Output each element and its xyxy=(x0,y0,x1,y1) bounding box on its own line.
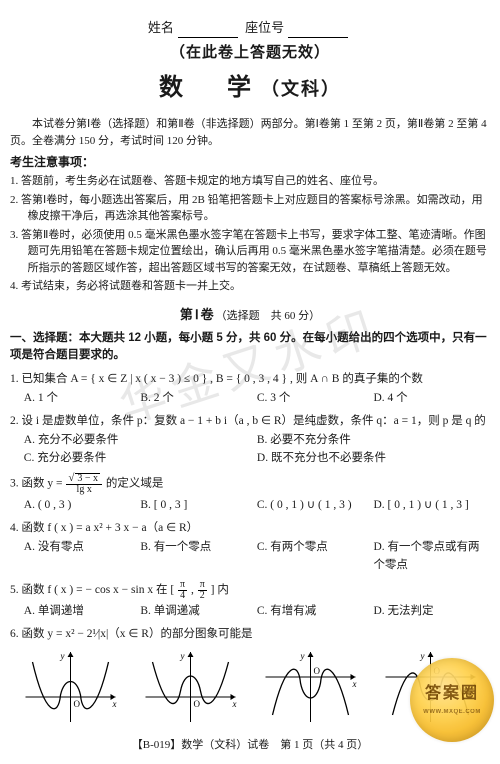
q5-frac-left: π4 xyxy=(178,580,187,601)
seat-label: 座位号 xyxy=(245,20,284,35)
q4-opt-d: D. 有一个零点或有两个零点 xyxy=(373,539,490,574)
exam-intro: 本试卷分第Ⅰ卷（选择题）和第Ⅱ卷（非选择题）两部分。第Ⅰ卷第 1 至第 2 页，… xyxy=(10,116,490,149)
name-blank xyxy=(178,23,238,38)
q4-options: A. 没有零点 B. 有一个零点 C. 有两个零点 D. 有一个零点或有两个零点 xyxy=(10,539,490,574)
q5-stem-prefix: 5. 函数 f ( x ) = − cos x − sin x 在 xyxy=(10,584,170,596)
notice-list: 1. 答题前，考生务必在试题卷、答题卡规定的地方填写自己的姓名、座位号。 2. … xyxy=(10,173,490,295)
q4-opt-a: A. 没有零点 xyxy=(24,539,141,574)
svg-text:O: O xyxy=(73,699,80,709)
q2-stem: 2. 设 i 是虚数单位，条件 p：复数 a − 1 + b i（a , b ∈… xyxy=(10,415,486,427)
q2-opt-d: D. 既不充分也不必要条件 xyxy=(257,450,490,467)
q4-stem: 4. 函数 f ( x ) = a x² + 3 x − a（a ∈ R） xyxy=(10,522,198,534)
notice-item: 1. 答题前，考生务必在试题卷、答题卡规定的地方填写自己的姓名、座位号。 xyxy=(28,173,490,190)
svg-text:O: O xyxy=(313,666,320,676)
title-sub: （文科） xyxy=(261,79,341,99)
q5-left-den: 4 xyxy=(178,591,187,601)
section-1-title: 第Ⅰ卷（选择题 共 60 分） xyxy=(10,305,490,325)
q4-opt-b: B. 有一个零点 xyxy=(140,539,257,574)
q5-opt-b: B. 单调递减 xyxy=(140,603,257,620)
section-1-label: 第Ⅰ卷 xyxy=(180,307,216,322)
part-a-description: 一、选择题：本大题共 12 小题，每小题 5 分，共 60 分。在每小题给出的四… xyxy=(10,330,490,365)
q2-opt-a: A. 充分不必要条件 xyxy=(24,432,257,449)
q2-opt-c: C. 充分必要条件 xyxy=(24,450,257,467)
q5-frac-right: π2 xyxy=(198,580,207,601)
q5-opt-a: A. 单调递增 xyxy=(24,603,141,620)
q3-stem-suffix: 的定义域是 xyxy=(106,477,164,489)
svg-text:y: y xyxy=(179,651,184,661)
notice-title: 考生注意事项： xyxy=(10,153,490,171)
question-1: 1. 已知集合 A = { x ∈ Z | x ( x − 3 ) ≤ 0 } … xyxy=(10,371,490,408)
q1-stem: 1. 已知集合 A = { x ∈ Z | x ( x − 3 ) ≤ 0 } … xyxy=(10,373,423,385)
q1-opt-a: A. 1 个 xyxy=(24,390,141,407)
paper-title: 数 学（文科） xyxy=(10,70,490,106)
q1-options: A. 1 个 B. 2 个 C. 3 个 D. 4 个 xyxy=(10,390,490,407)
svg-text:x: x xyxy=(231,699,236,709)
stamp-url: WWW.MXQE.COM xyxy=(423,708,481,717)
seat-blank xyxy=(288,23,348,38)
page-root: 华金又水印 姓名 座位号 （在此卷上答题无效） 数 学（文科） 本试卷分第Ⅰ卷（… xyxy=(0,0,500,764)
graph-option-b: O x y xyxy=(138,647,243,727)
q5-stem-suffix: 内 xyxy=(217,584,229,596)
name-label: 姓名 xyxy=(148,20,174,35)
graph-option-a: O x y xyxy=(18,647,123,727)
q3-opt-c: C. ( 0 , 1 ) ∪ ( 1 , 3 ) xyxy=(257,497,374,514)
q5-opt-d: D. 无法判定 xyxy=(373,603,490,620)
q3-opt-b: B. [ 0 , 3 ] xyxy=(140,497,257,514)
stamp-text: 答案圈 xyxy=(425,682,479,706)
q1-opt-c: C. 3 个 xyxy=(257,390,374,407)
q6-stem: 6. 函数 y = x² − 2¹⁄|x|（x ∈ R）的部分图象可能是 xyxy=(10,628,252,640)
sqrt-icon: 3 − x xyxy=(68,473,100,484)
q2-opt-b: B. 必要不充分条件 xyxy=(257,432,490,449)
q3-fraction: 3 − x lg x xyxy=(66,473,102,495)
notice-item: 3. 答第Ⅱ卷时，必须使用 0.5 毫米黑色墨水签字笔在答题卡上书写，要求字体工… xyxy=(28,227,490,277)
section-1-note: （选择题 共 60 分） xyxy=(216,310,321,322)
invalid-notice: （在此卷上答题无效） xyxy=(10,42,490,65)
q3-stem-prefix: 3. 函数 y = xyxy=(10,477,65,489)
q1-opt-d: D. 4 个 xyxy=(373,390,490,407)
notice-item: 2. 答第Ⅰ卷时，每小题选出答案后，用 2B 铅笔把答题卡上对应题目的答案标号涂… xyxy=(28,192,490,225)
q3-opt-d: D. [ 0 , 1 ) ∪ ( 1 , 3 ] xyxy=(373,497,490,514)
q5-right-den: 2 xyxy=(198,591,207,601)
svg-text:y: y xyxy=(419,651,424,661)
svg-text:y: y xyxy=(299,651,304,661)
q1-opt-b: B. 2 个 xyxy=(140,390,257,407)
svg-text:x: x xyxy=(351,679,356,689)
q4-opt-c: C. 有两个零点 xyxy=(257,539,374,574)
q2-options: A. 充分不必要条件 B. 必要不充分条件 C. 充分必要条件 D. 既不充分也… xyxy=(10,432,490,467)
notice-item: 4. 考试结束，务必将试题卷和答题卡一并上交。 xyxy=(28,278,490,295)
q3-opt-a: A. ( 0 , 3 ) xyxy=(24,497,141,514)
svg-text:y: y xyxy=(59,651,64,661)
graph-option-c: O x y xyxy=(258,647,363,727)
q3-numerator: 3 − x xyxy=(75,473,100,484)
header-fill-line: 姓名 座位号 xyxy=(10,18,490,38)
q5-options: A. 单调递增 B. 单调递减 C. 有增有减 D. 无法判定 xyxy=(10,603,490,620)
svg-text:O: O xyxy=(193,699,200,709)
q5-opt-c: C. 有增有减 xyxy=(257,603,374,620)
page-footer: 【B-019】数学（文科）试卷 第 1 页（共 4 页） xyxy=(10,737,490,754)
q3-denominator: lg x xyxy=(66,485,102,495)
svg-text:x: x xyxy=(111,699,116,709)
title-main: 数 学 xyxy=(159,74,261,101)
question-5: 5. 函数 f ( x ) = − cos x − sin x 在 [ π4 ,… xyxy=(10,580,490,620)
question-3: 3. 函数 y = 3 − x lg x 的定义域是 A. ( 0 , 3 ) … xyxy=(10,473,490,514)
answer-stamp-icon: 答案圈 WWW.MXQE.COM xyxy=(410,658,494,742)
question-4: 4. 函数 f ( x ) = a x² + 3 x − a（a ∈ R） A.… xyxy=(10,520,490,574)
question-2: 2. 设 i 是虚数单位，条件 p：复数 a − 1 + b i（a , b ∈… xyxy=(10,413,490,467)
q3-options: A. ( 0 , 3 ) B. [ 0 , 3 ] C. ( 0 , 1 ) ∪… xyxy=(10,497,490,514)
